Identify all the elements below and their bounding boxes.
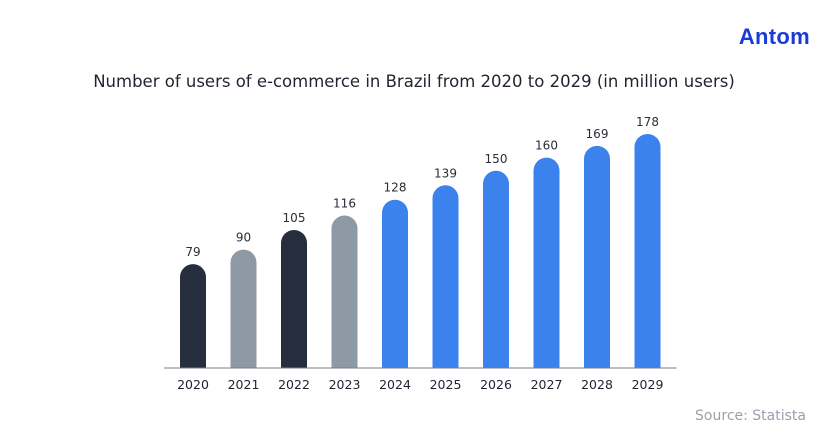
bar-2022 xyxy=(281,229,307,368)
data-label-2026: 150 xyxy=(485,152,508,166)
data-label-2022: 105 xyxy=(283,211,306,225)
data-label-2025: 139 xyxy=(434,166,457,180)
bar-2024 xyxy=(382,199,408,368)
x-tick-label-2020: 2020 xyxy=(177,377,209,392)
bar-2028 xyxy=(584,145,610,368)
x-tick-label-2022: 2022 xyxy=(278,377,310,392)
x-tick-label-2026: 2026 xyxy=(480,377,512,392)
antom-logo: Antom xyxy=(738,24,810,49)
data-label-2029: 178 xyxy=(636,115,659,129)
bar-2026 xyxy=(483,170,509,368)
bar-2023 xyxy=(331,215,358,368)
x-tick-label-2028: 2028 xyxy=(581,377,613,392)
data-label-2021: 90 xyxy=(236,231,251,245)
x-tick-label-2025: 2025 xyxy=(430,377,462,392)
x-tick-label-2023: 2023 xyxy=(329,377,361,392)
data-label-2027: 160 xyxy=(535,139,558,153)
x-tick-label-2029: 2029 xyxy=(632,377,664,392)
data-label-2024: 128 xyxy=(384,181,407,195)
x-tick-label-2027: 2027 xyxy=(531,377,563,392)
data-label-2028: 169 xyxy=(586,127,609,141)
x-tick-label-2024: 2024 xyxy=(379,377,411,392)
x-tick-label-2021: 2021 xyxy=(228,377,260,392)
data-label-2023: 116 xyxy=(333,197,356,211)
source-note: Source: Statista xyxy=(695,408,806,424)
chart-title: Number of users of e-commerce in Brazil … xyxy=(93,72,735,91)
data-label-2020: 79 xyxy=(185,245,200,259)
bar-2021 xyxy=(230,249,257,368)
bar-2020 xyxy=(180,264,206,368)
bar-2029 xyxy=(634,134,661,368)
bar-2027 xyxy=(533,157,560,368)
bar-2025 xyxy=(432,185,459,368)
